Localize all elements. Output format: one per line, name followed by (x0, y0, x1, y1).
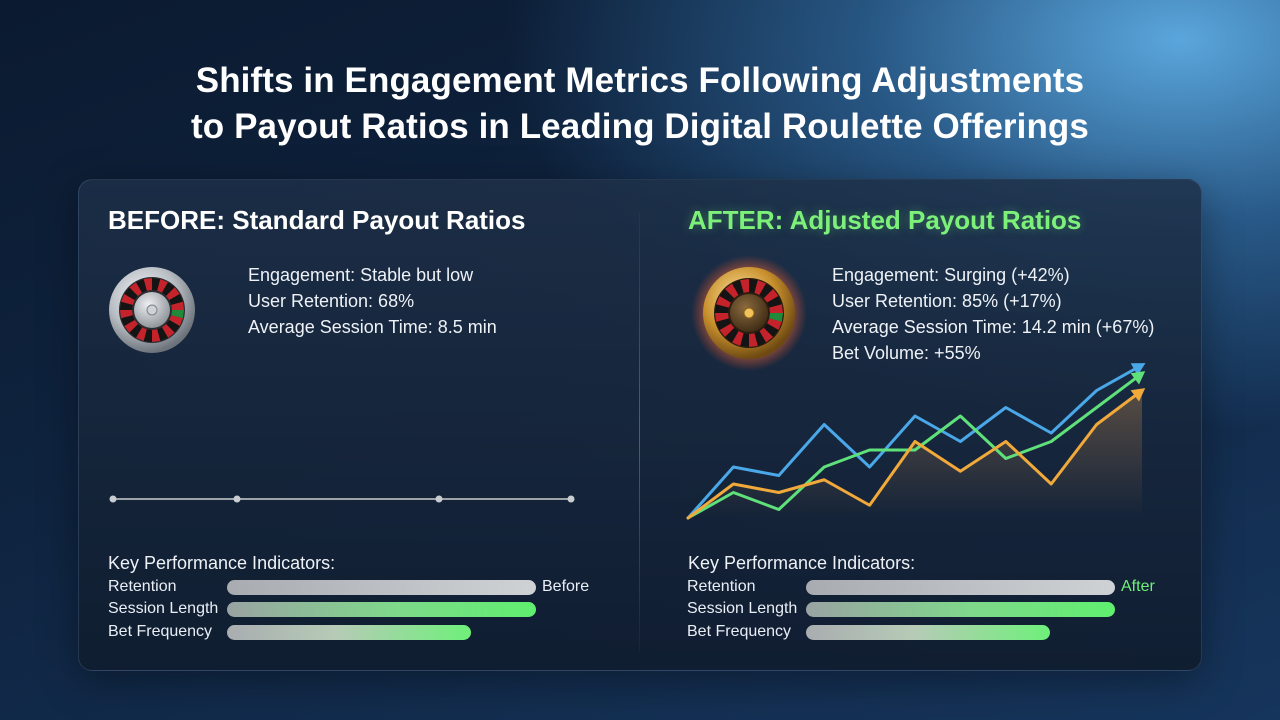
title-line-2: to Payout Ratios in Leading Digital Roul… (191, 107, 1089, 146)
roulette-pocket (740, 333, 749, 347)
before-kpi-bar-retention (227, 580, 536, 595)
roulette-pocket (769, 313, 783, 322)
before-metric-retention: User Retention: 68% (248, 291, 415, 311)
before-metric-session-time: Average Session Time: 8.5 min (248, 317, 497, 337)
after-metric-bet-volume: Bet Volume: +55% (832, 343, 981, 363)
roulette-pocket (121, 315, 135, 326)
roulette-pocket (759, 327, 774, 343)
after-metric-retention: User Retention: 85% (+17%) (832, 291, 1062, 311)
before-kpi-label-bet-frequency: Bet Frequency (108, 623, 213, 640)
roulette-pocket (129, 282, 142, 296)
roulette-pocket (740, 279, 749, 293)
roulette-pocket (749, 333, 758, 347)
roulette-pocket (162, 324, 175, 338)
roulette-pocket (143, 278, 152, 291)
after-series-line-green (686, 372, 1144, 520)
before-data-point (109, 495, 117, 503)
roulette-pocket (136, 327, 147, 341)
roulette-pocket (763, 323, 779, 338)
after-heading: AFTER: Adjusted Payout Ratios (688, 205, 1082, 235)
roulette-pocket (767, 318, 782, 330)
roulette-pocket (120, 301, 133, 310)
roulette-pocket (124, 320, 138, 333)
after-series-line-blue (686, 363, 1144, 520)
roulette-pocket (754, 331, 766, 346)
roulette-pocket (767, 296, 782, 308)
before-kpi-bar-session-length (227, 602, 536, 617)
before-data-point (435, 495, 443, 503)
roulette-pocket (152, 329, 161, 342)
roulette-pocket (121, 294, 135, 305)
roulette-pocket (169, 294, 183, 305)
before-kpi-heading: Key Performance Indicators: (108, 553, 336, 573)
after-kpi-bar-retention (806, 580, 1115, 595)
roulette-pocket (749, 279, 758, 293)
roulette-pocket (169, 315, 183, 326)
up-arrow-icon (1130, 388, 1146, 402)
after-kpi-bar-bet-frequency (806, 625, 1051, 640)
roulette-pocket (716, 318, 731, 330)
after-metrics: Engagement: Surging (+42%) User Retentio… (832, 262, 1154, 366)
roulette-pocket (162, 282, 175, 296)
roulette-pocket (724, 327, 739, 343)
roulette-pocket (166, 320, 180, 333)
before-metric-engagement: Engagement: Stable but low (248, 265, 474, 285)
page-title: Shifts in Engagement Metrics Following A… (0, 58, 1280, 150)
roulette-pocket (152, 278, 161, 291)
roulette-pocket (171, 301, 184, 310)
roulette-pocket (732, 280, 744, 295)
after-series-line-orange (686, 389, 1144, 520)
before-kpi-bar-bet-frequency (227, 625, 472, 640)
after-kpi-bar-session-length (806, 602, 1115, 617)
roulette-pocket (143, 329, 152, 342)
before-kpi-label-session-length: Session Length (108, 600, 219, 617)
after-metric-engagement: Engagement: Surging (+42%) (832, 265, 1070, 285)
roulette-pocket (157, 327, 168, 341)
roulette-pocket (715, 304, 729, 313)
roulette-wheel-gold-icon (691, 255, 807, 371)
roulette-pocket (763, 288, 779, 303)
roulette-pocket (719, 323, 735, 338)
before-kpi-label-retention: Retention (108, 578, 177, 595)
roulette-pocket (124, 287, 138, 300)
before-tag: Before (542, 578, 590, 595)
roulette-pocket (166, 287, 180, 300)
up-arrow-icon (1130, 363, 1146, 376)
roulette-pocket (136, 279, 147, 293)
up-arrow-icon (1130, 371, 1146, 385)
before-data-point (233, 495, 241, 503)
roulette-pocket (715, 313, 729, 322)
roulette-wheel-silver-icon (109, 267, 195, 353)
roulette-pocket (129, 324, 142, 338)
roulette-pocket (157, 279, 168, 293)
before-heading: BEFORE: Standard Payout Ratios (108, 205, 526, 235)
after-kpi-label-retention: Retention (687, 578, 756, 595)
roulette-pocket (769, 304, 783, 313)
roulette-pocket (759, 283, 774, 299)
roulette-pocket (716, 296, 731, 308)
roulette-pocket (171, 310, 184, 319)
roulette-pocket (120, 310, 133, 319)
roulette-pocket (754, 280, 766, 295)
roulette-pocket (719, 288, 735, 303)
roulette-pocket (724, 283, 739, 299)
roulette-pocket (732, 331, 744, 346)
after-kpi-heading: Key Performance Indicators: (688, 553, 916, 573)
after-metric-session-time: Average Session Time: 14.2 min (+67%) (832, 317, 1155, 337)
after-kpi-label-bet-frequency: Bet Frequency (687, 623, 792, 640)
after-kpi-label-session-length: Session Length (687, 600, 798, 617)
after-tag: After (1121, 578, 1155, 595)
before-data-point (567, 495, 575, 503)
before-metrics: Engagement: Stable but low User Retentio… (248, 262, 497, 340)
panel-divider (639, 212, 640, 652)
title-line-1: Shifts in Engagement Metrics Following A… (195, 61, 1085, 100)
